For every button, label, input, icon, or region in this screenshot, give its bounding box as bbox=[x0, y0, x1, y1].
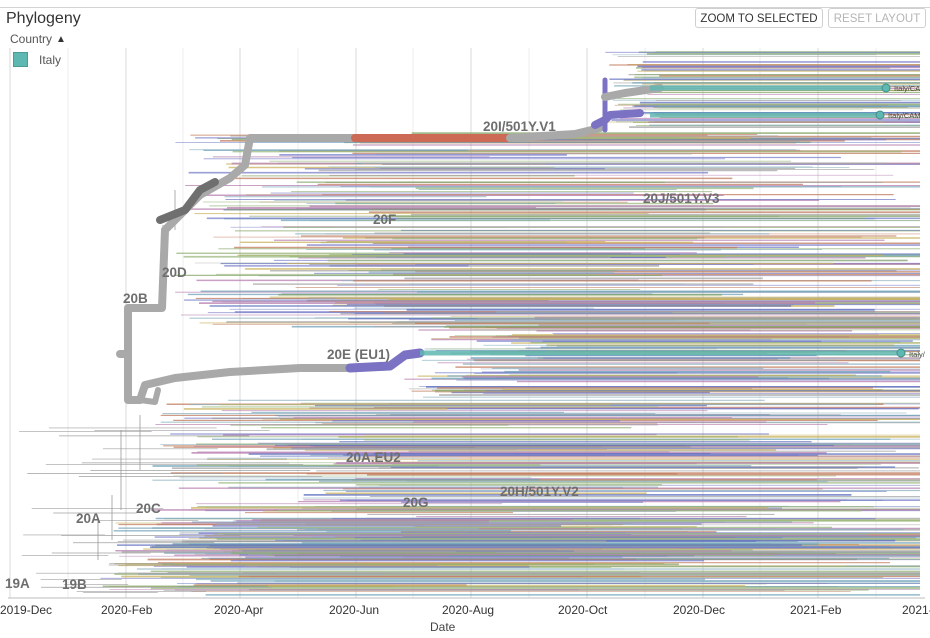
clade-label-20A: 20A bbox=[76, 511, 101, 526]
clade-label-20F: 20F bbox=[373, 212, 397, 227]
clade-label-20A-EU2: 20A.EU2 bbox=[346, 450, 401, 465]
x-tick-label: 2021-Apr bbox=[902, 603, 930, 617]
tip-label-italy[interactable]: Italy/CAM bbox=[888, 111, 921, 120]
reset-layout-button[interactable]: RESET LAYOUT bbox=[828, 8, 926, 28]
x-tick-label: 2020-Oct bbox=[558, 603, 608, 617]
clade-label-20I: 20I/501Y.V1 bbox=[483, 119, 556, 134]
italy-tip-2-node bbox=[875, 110, 885, 120]
italy-tip-3-node bbox=[896, 348, 906, 358]
italy-tip-1-node bbox=[881, 83, 891, 93]
tree-trunk-branches bbox=[116, 77, 664, 405]
x-tick-label: 2020-Feb bbox=[101, 603, 153, 617]
x-tick-label: 2020-Dec bbox=[673, 603, 726, 617]
x-tick-label: 2020-Apr bbox=[214, 603, 264, 617]
x-tick-label: 2019-Dec bbox=[0, 603, 53, 617]
trunk-20A bbox=[137, 387, 161, 405]
panel-top-border bbox=[0, 7, 930, 8]
x-tick-label: 2021-Feb bbox=[790, 603, 842, 617]
trunk-20E-purple bbox=[345, 348, 425, 373]
clade-label-20E: 20E (EU1) bbox=[327, 347, 391, 362]
x-tick-label: 2020-Aug bbox=[442, 603, 495, 617]
highlighted-tips bbox=[420, 83, 906, 358]
clade-label-20J: 20J/501Y.V3 bbox=[643, 191, 720, 206]
legend-toggle[interactable]: Country ▲ bbox=[10, 32, 66, 46]
trunk-20I-grey bbox=[506, 124, 604, 142]
x-tick-label: 2020-Jun bbox=[329, 603, 380, 617]
tip-label-italy[interactable]: Italy/ bbox=[909, 350, 925, 359]
trunk-20E bbox=[124, 350, 354, 404]
clade-label-19A: 19A bbox=[5, 576, 30, 591]
legend-swatch-italy[interactable] bbox=[13, 52, 28, 67]
clade-label-20G: 20G bbox=[403, 495, 429, 510]
x-axis-title: Date bbox=[430, 620, 456, 634]
panel-title: Phylogeny bbox=[6, 10, 81, 27]
trunk-20I-upper bbox=[601, 84, 664, 101]
legend-label-italy[interactable]: Italy bbox=[39, 53, 62, 67]
chevron-up-icon: ▲ bbox=[56, 34, 66, 45]
tip-label-italy[interactable]: Italy/CA bbox=[894, 84, 921, 93]
trunk-20D-dark bbox=[156, 178, 219, 224]
clade-label-19B: 19B bbox=[62, 577, 87, 592]
zoom-to-selected-button[interactable]: ZOOM TO SELECTED bbox=[695, 8, 823, 28]
legend-title: Country bbox=[10, 32, 53, 46]
clade-label-20C: 20C bbox=[136, 501, 161, 516]
clade-label-20D: 20D bbox=[162, 265, 187, 280]
clade-label-20B: 20B bbox=[123, 291, 148, 306]
trunk-20I-purple bbox=[591, 109, 644, 129]
clade-label-20H: 20H/501Y.V2 bbox=[500, 484, 579, 499]
